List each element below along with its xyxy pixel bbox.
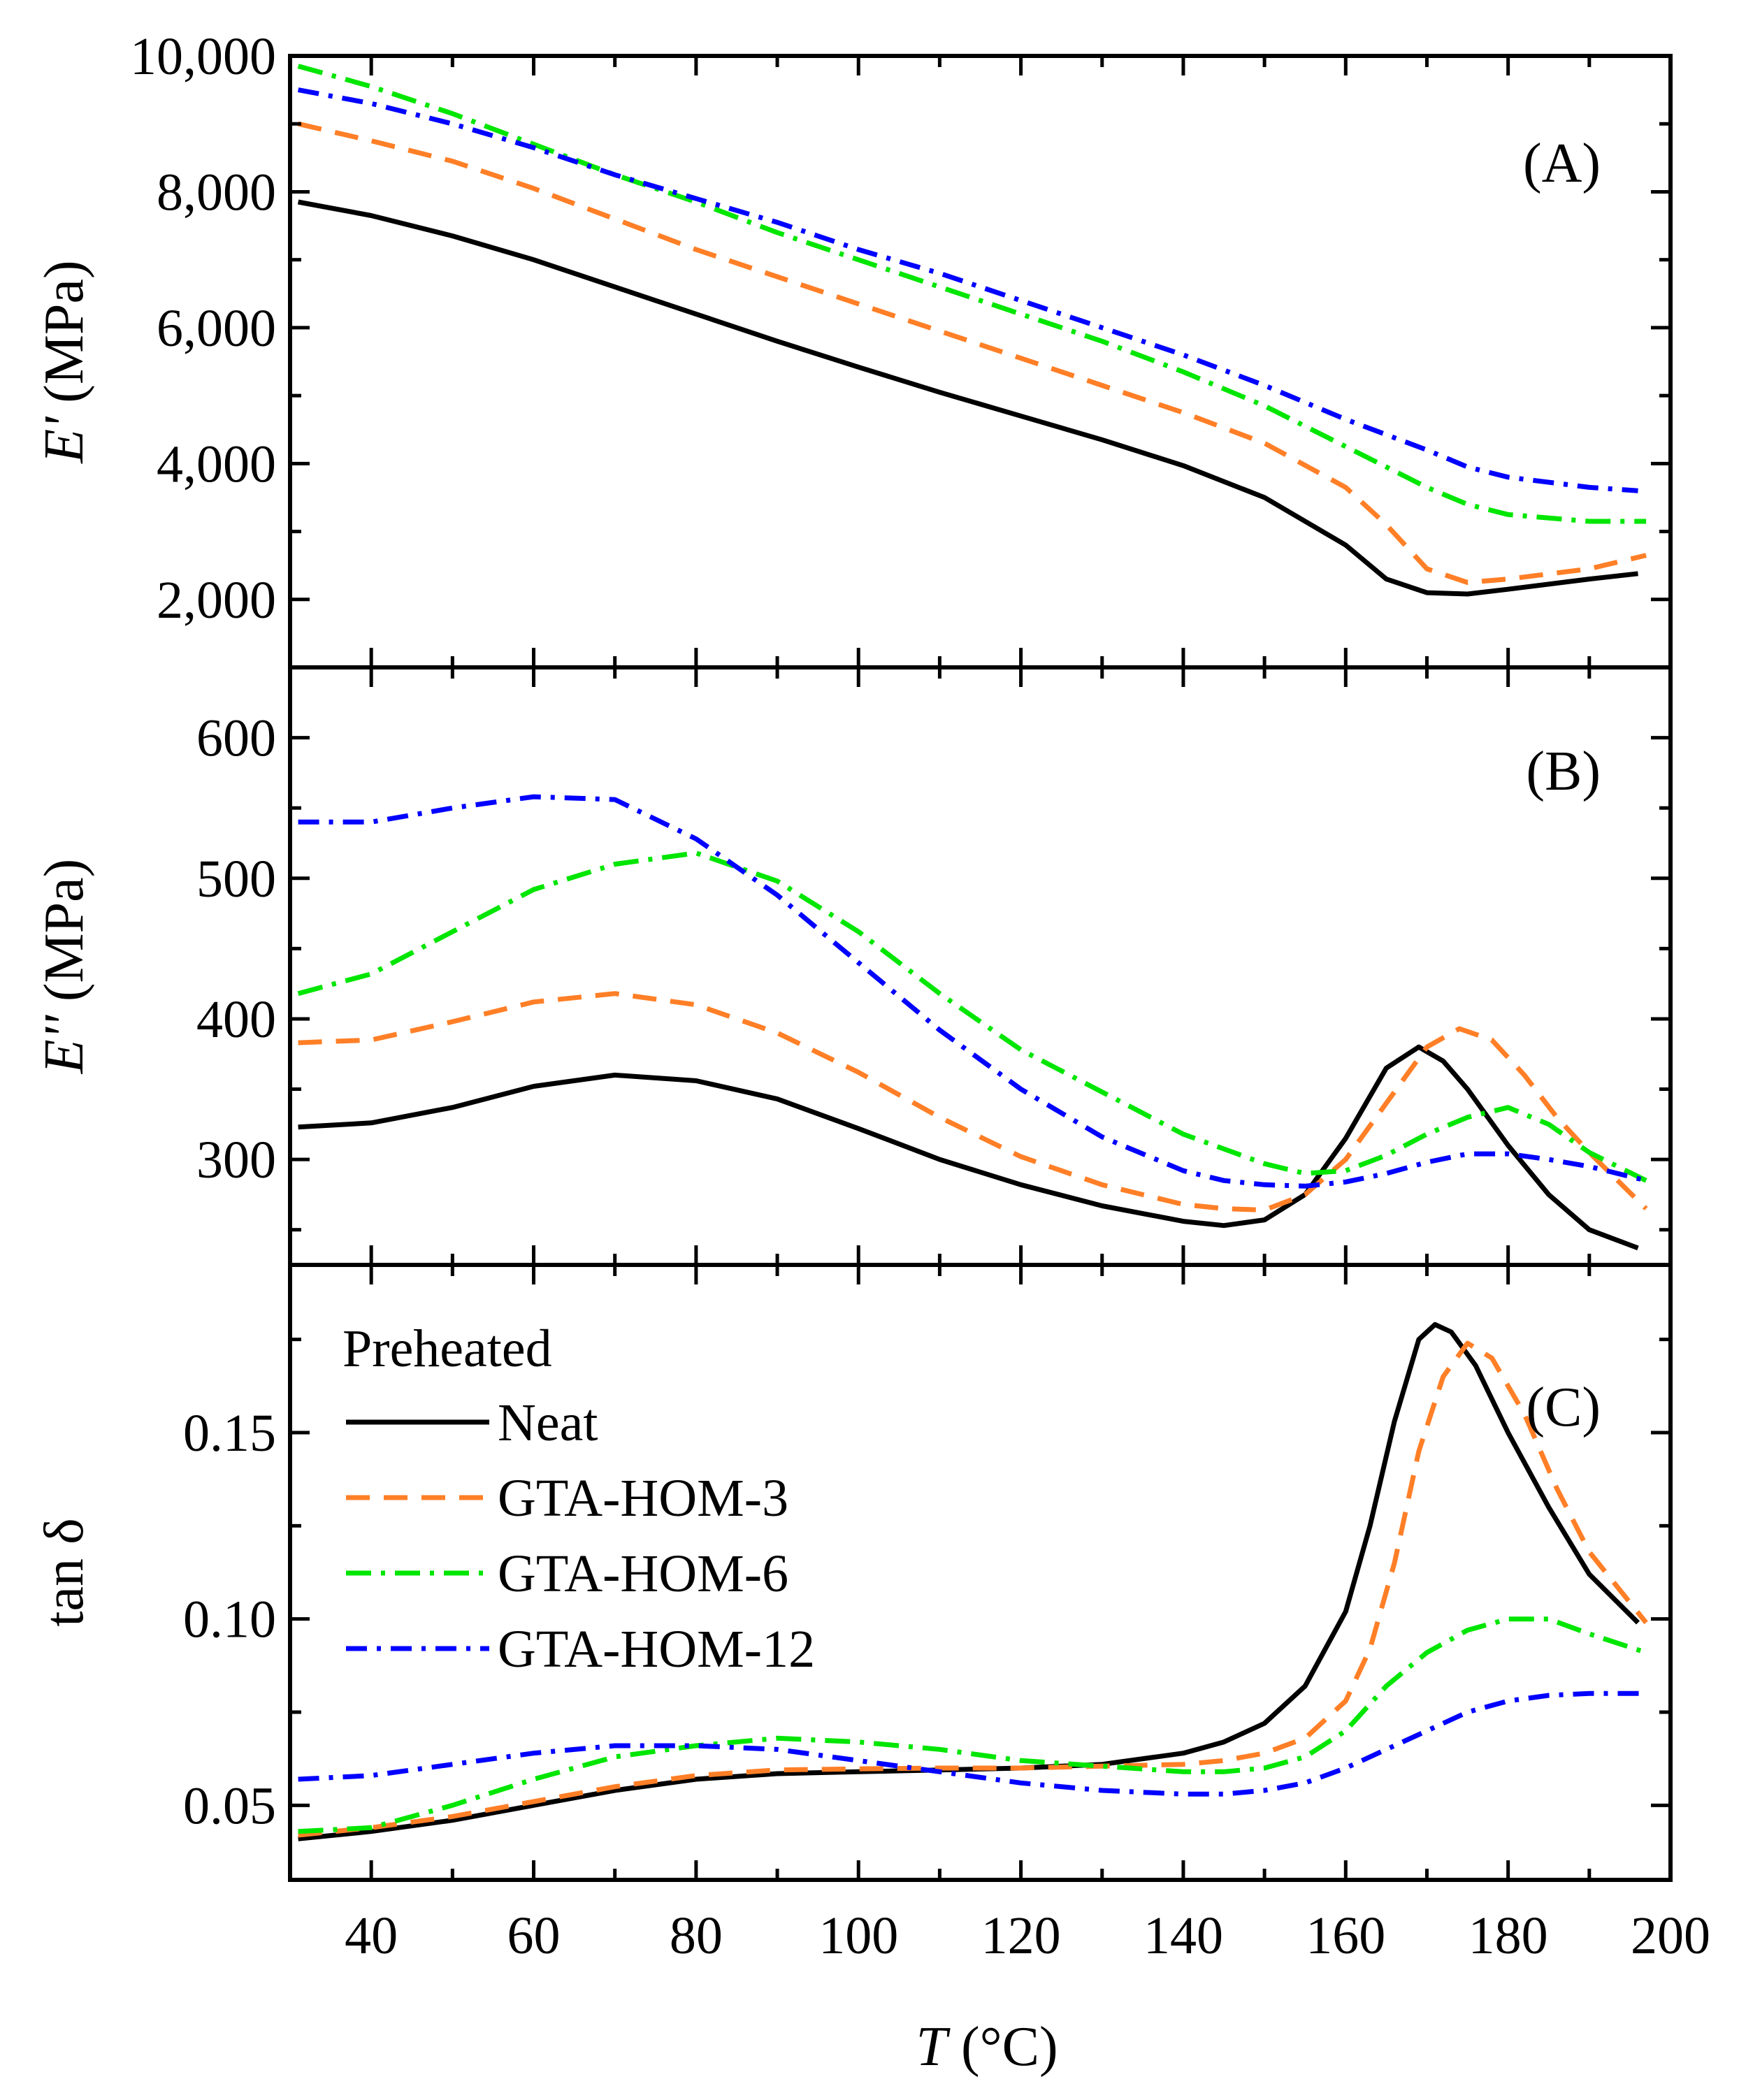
panel-frame (288, 1263, 1673, 1882)
legend-label-gta-hom-3: GTA-HOM-3 (498, 1469, 788, 1528)
series-line-neat (297, 199, 1638, 597)
panel-c: 0.05 0.10 0.15 (C) tan δ (34, 1263, 1673, 1882)
y-tick-label: 10,000 (130, 27, 276, 86)
y-axis-label: E'' (MPa) (34, 859, 95, 1075)
x-tick-label: 200 (1631, 1906, 1710, 1965)
legend: Preheated Neat GTA-HOM-3 GTA-HOM-6 GTA-HOM-1… (342, 1319, 815, 1679)
x-tick-label: 80 (670, 1906, 723, 1965)
y-tick-label: 0.15 (183, 1404, 276, 1463)
panel-label: (B) (1526, 741, 1601, 802)
series-line-gta-hom-12 (297, 87, 1638, 493)
legend-label-gta-hom-12: GTA-HOM-12 (498, 1620, 815, 1679)
series-line-gta-hom-6 (298, 1616, 1647, 1834)
y-tick-label: 600 (196, 709, 276, 768)
y-axis-label-symbol: E'' (34, 1001, 95, 1074)
y-tick-label: 2,000 (157, 571, 276, 630)
series-line-gta-hom-6 (297, 850, 1647, 1183)
x-tick-label: 140 (1143, 1906, 1223, 1965)
series-line-neat (298, 1321, 1640, 1841)
legend-label-neat: Neat (498, 1393, 598, 1452)
y-tick-label: 4,000 (157, 435, 276, 493)
series-line-gta-hom-3 (298, 991, 1648, 1212)
panel-label: (A) (1523, 133, 1601, 194)
y-tick-label: 400 (196, 990, 276, 1049)
y-axis-label: E' (MPa) (34, 260, 95, 463)
y-tick-label: 500 (196, 850, 276, 908)
y-tick-label: 8,000 (157, 163, 276, 222)
x-tick-label: 100 (818, 1906, 898, 1965)
y-tick-label: 300 (196, 1131, 276, 1189)
panel-b: 300 400 500 600 (B) E'' (MPa) (34, 665, 1673, 1267)
series-line-gta-hom-6 (297, 64, 1647, 524)
y-tick-label: 6,000 (157, 299, 276, 358)
series-line-gta-hom-3 (297, 121, 1647, 585)
y-tick-label: 0.05 (183, 1776, 276, 1835)
panel-series-group (298, 1321, 1648, 1841)
x-tick-label: 160 (1306, 1906, 1385, 1965)
x-axis-label-unit: (°C) (961, 2016, 1058, 2078)
x-tick-label: 60 (507, 1906, 561, 1965)
y-axis-label-unit: (MPa) (34, 859, 95, 1001)
x-tick-label: 120 (981, 1906, 1061, 1965)
panel-label: (C) (1526, 1377, 1601, 1438)
y-axis-label-unit: (MPa) (34, 260, 95, 403)
x-tick-label: 180 (1469, 1906, 1548, 1965)
legend-title: Preheated (342, 1319, 552, 1378)
text-layer: T (°C) (916, 2016, 1058, 2078)
series-line-neat (298, 1044, 1639, 1251)
panel-series-group (297, 794, 1648, 1251)
y-axis-label-symbol: E' (34, 403, 95, 464)
panel-series-group (297, 64, 1647, 597)
y-axis-label: tan δ (34, 1518, 95, 1626)
legend-label-gta-hom-6: GTA-HOM-6 (498, 1544, 788, 1603)
x-axis-label-symbol: T (916, 2016, 951, 2078)
y-tick-label: 0.10 (183, 1591, 276, 1649)
series-line-gta-hom-3 (298, 1340, 1648, 1838)
panel-a: 2,000 4,000 6,000 8,000 10,000 (A) E' (MPa) (34, 27, 1673, 669)
x-tick-label: 40 (345, 1906, 398, 1965)
series-line-gta-hom-12 (298, 794, 1647, 1189)
